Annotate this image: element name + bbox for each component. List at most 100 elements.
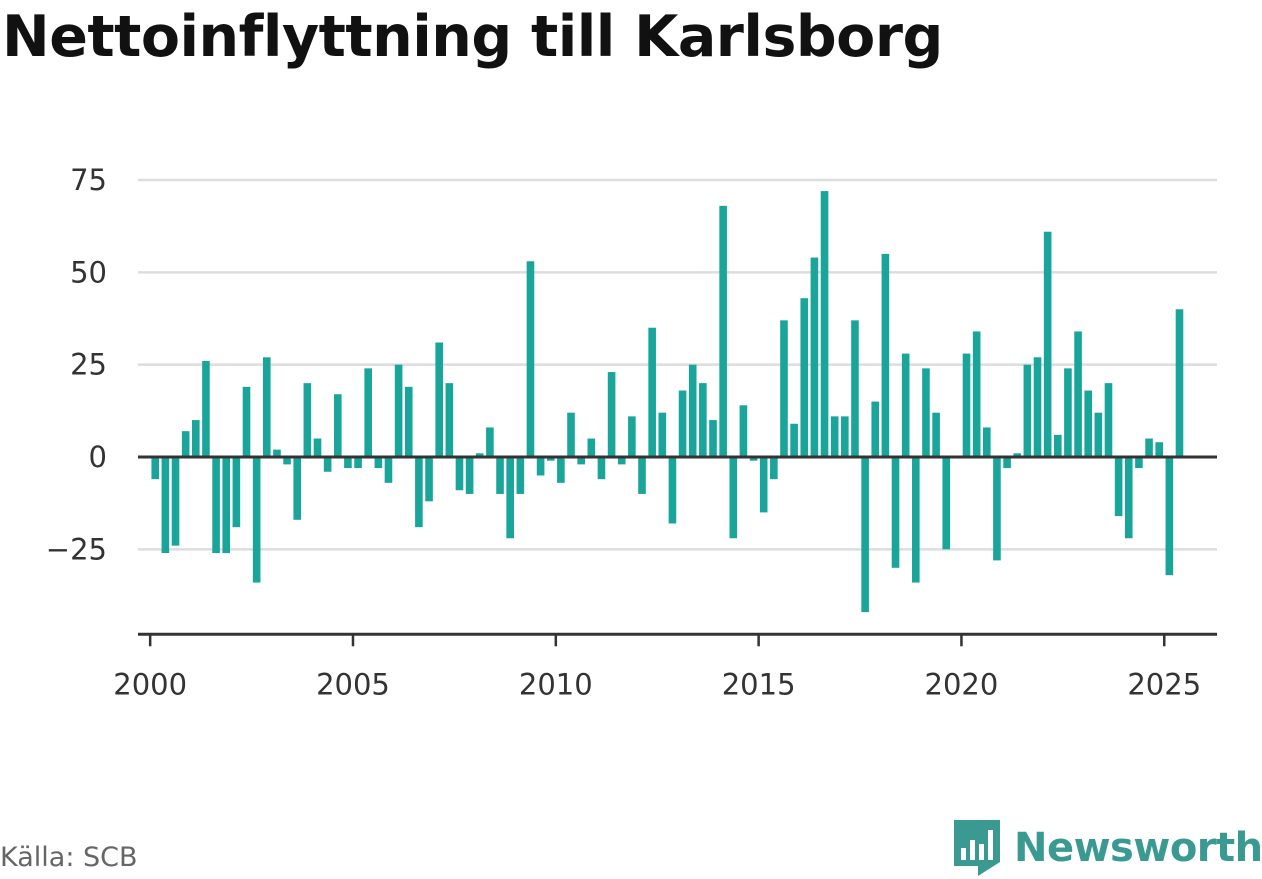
bar [709, 420, 717, 457]
bar [344, 457, 352, 469]
bar [628, 416, 636, 457]
bar [425, 457, 433, 502]
bar [1094, 412, 1103, 457]
bar [526, 261, 535, 457]
bar [1175, 309, 1184, 457]
bar [841, 416, 849, 457]
y-tick-label: 0 [89, 440, 107, 474]
bar [232, 457, 241, 528]
bar [516, 457, 525, 494]
bar [871, 401, 880, 457]
bar [1023, 364, 1032, 457]
bar [415, 457, 423, 528]
bar [313, 438, 322, 457]
bar [617, 457, 626, 465]
bar [577, 457, 585, 465]
bar [1145, 438, 1153, 457]
bar [851, 320, 859, 457]
bar [1135, 457, 1143, 469]
source-label: Källa: SCB [0, 842, 138, 873]
bar [729, 457, 738, 539]
bar [810, 257, 819, 457]
bar [1155, 442, 1163, 457]
bar [536, 457, 545, 476]
bar [739, 405, 748, 457]
bar [638, 457, 646, 494]
bar [354, 457, 362, 469]
bar [759, 457, 768, 513]
bar [719, 205, 727, 457]
bar [222, 457, 231, 554]
brand-name: Newsworthy [1014, 825, 1262, 871]
bar [273, 449, 281, 457]
bar [161, 457, 170, 554]
bar [891, 457, 900, 568]
bar [668, 457, 677, 524]
bar [171, 457, 180, 546]
brand-logo: Newsworthy [952, 818, 1262, 878]
bar [972, 331, 981, 457]
bar [780, 320, 788, 457]
bar [912, 457, 920, 583]
bar [942, 457, 951, 550]
bar [303, 383, 312, 457]
bar [1064, 368, 1072, 457]
x-tick-label: 2010 [519, 667, 593, 701]
x-tick-label: 2025 [1127, 667, 1201, 701]
bar [202, 360, 210, 457]
x-tick-label: 2020 [925, 667, 999, 701]
bar [283, 457, 291, 465]
bar [800, 298, 809, 457]
x-tick-label: 2000 [113, 667, 187, 701]
bar [212, 457, 220, 554]
bar [607, 372, 616, 457]
bar [1165, 457, 1174, 576]
bar [181, 431, 190, 457]
bar [506, 457, 514, 539]
bar [1053, 434, 1062, 457]
bar [932, 412, 940, 457]
bar [749, 457, 758, 461]
bar [557, 457, 565, 483]
bar [901, 353, 910, 457]
bar [486, 427, 494, 457]
bar [404, 386, 413, 457]
bar [455, 457, 464, 491]
bar [364, 368, 373, 457]
bar [445, 383, 454, 457]
chart-title: Nettoinflyttning till Karlsborg [2, 4, 943, 70]
bar [1043, 231, 1052, 457]
bar [922, 368, 930, 457]
bar [192, 420, 200, 457]
bar [790, 423, 798, 457]
bar [293, 457, 302, 520]
bar [323, 457, 332, 472]
bar [993, 457, 1001, 561]
bar [962, 353, 971, 457]
bar [820, 191, 829, 457]
bar [567, 412, 575, 457]
bar [699, 383, 707, 457]
bar [1003, 457, 1011, 469]
bar [1124, 457, 1133, 539]
bar [1013, 453, 1022, 457]
bar [333, 394, 342, 457]
x-tick-labels: 2000 2005 2010 2015 2020 2025 [113, 667, 1201, 701]
bar [1033, 357, 1042, 457]
axes [138, 455, 1217, 647]
bar [1104, 383, 1113, 457]
bars [151, 191, 1184, 613]
newsworthy-logo-icon [954, 820, 1000, 876]
bar [496, 457, 504, 494]
bar [374, 457, 383, 469]
bar [658, 412, 667, 457]
x-tick-label: 2015 [722, 667, 796, 701]
x-tick-label: 2005 [316, 667, 390, 701]
bar [242, 386, 251, 457]
bar [252, 457, 261, 583]
bar [262, 357, 271, 457]
bar [770, 457, 778, 480]
bar [597, 457, 606, 480]
bar [587, 438, 596, 457]
bar [881, 253, 890, 457]
